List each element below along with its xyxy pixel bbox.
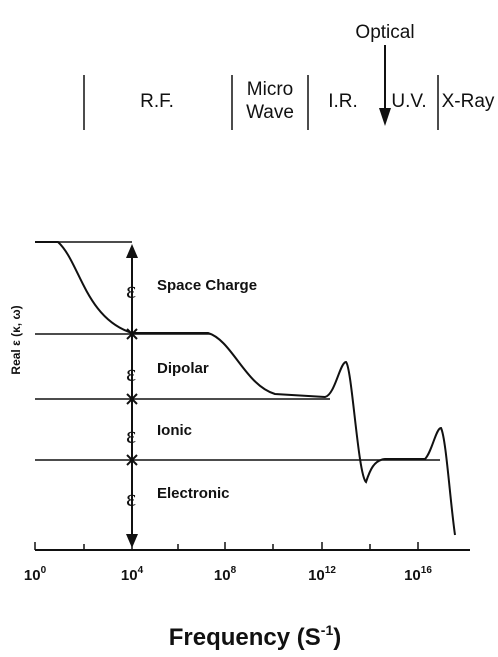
band-label: I.R. — [328, 91, 358, 112]
mechanism-label: Space Charge — [157, 277, 257, 294]
x-tick-label: 104 — [121, 565, 144, 584]
tick-base: 10 — [308, 567, 325, 584]
y-axis-title: Real ε (κ, ω) — [9, 305, 23, 374]
tick-base: 10 — [121, 567, 138, 584]
epsilon: ε — [126, 361, 136, 387]
band-label: Optical — [355, 22, 414, 43]
tick-base: 10 — [404, 567, 421, 584]
x-tick-label: 1016 — [404, 565, 432, 584]
tick-exp: 12 — [325, 565, 337, 576]
tick-exp: 0 — [41, 565, 47, 576]
band-label: R.F. — [140, 91, 174, 112]
band-label: Wave — [246, 102, 294, 123]
band-dividers — [83, 75, 439, 130]
epsilon: ε — [126, 486, 136, 512]
x-tick-label: 108 — [214, 565, 237, 584]
tick-base: 10 — [214, 567, 231, 584]
tick-exp: 4 — [138, 565, 144, 576]
band-label: X-Ray — [442, 91, 495, 112]
tick-exp: 16 — [421, 565, 433, 576]
x-axis-title-sup: -1 — [321, 622, 334, 638]
tick-exp: 8 — [231, 565, 237, 576]
epsilon: ε — [126, 423, 136, 449]
tick-base: 10 — [24, 567, 41, 584]
x-axis-title-close: ) — [333, 624, 341, 651]
arrowhead — [126, 534, 138, 548]
band-label: Micro — [247, 79, 293, 100]
x-tick-label: 100 — [24, 565, 47, 584]
mechanism-label: Electronic — [157, 485, 230, 502]
arrowhead — [126, 244, 138, 258]
epsilon: ε — [126, 278, 136, 304]
mechanism-label: Dipolar — [157, 360, 209, 377]
x-axis-title-text: Frequency (S — [169, 624, 321, 651]
optical-arrowhead — [379, 108, 391, 126]
x-axis-title: Frequency (S-1) — [169, 622, 342, 651]
mechanism-label: Ionic — [157, 422, 192, 439]
x-tick-label: 1012 — [308, 565, 336, 584]
band-label: U.V. — [391, 91, 426, 112]
